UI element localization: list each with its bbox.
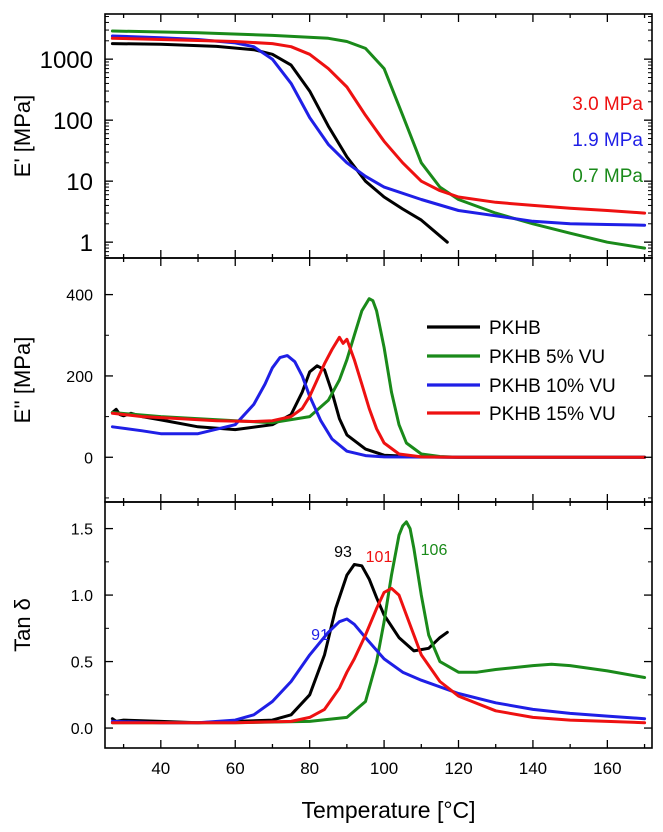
x-tick-label: 160 [593,759,621,778]
series-line-pkhb [110,42,449,244]
x-tick-label: 100 [370,759,398,778]
x-axis-label: Temperature [°C] [301,797,475,823]
legend-label: PKHB 5% VU [489,347,605,368]
y-tick-label: 1.0 [71,588,93,605]
series-line-pkhb-5-vu [110,297,647,459]
loss-modulus-panel: 0 200 400 E'' [MPa] PKHB PKHB 5% VU PKHB 10% V… [10,257,653,503]
modulus-annotation: 0.7 MPa [572,166,643,187]
y-tick-label: 10 [66,169,93,196]
series-line-pkhb-15-vu [110,335,647,459]
modulus-annotation: 1.9 MPa [572,130,643,151]
y-tick-label: 1 [80,230,93,257]
y-tick-label: 1000 [40,47,93,74]
series-line-pkhb-10-vu [110,617,647,725]
y-tick-label: 200 [66,369,93,386]
y-tick-label: 1.5 [71,522,93,539]
series-line-pkhb-5-vu [110,520,647,725]
y-tick-label: 400 [66,288,93,305]
x-tick-label: 140 [519,759,547,778]
x-tick-label: 60 [226,759,245,778]
y-axis-label: E'' [MPa] [10,337,35,424]
plot-frame [104,501,653,749]
peak-temperature-label: 93 [334,544,352,561]
y-axis-label: Tan δ [10,598,35,652]
series-line-pkhb-10-vu [110,354,647,459]
modulus-annotation: 3.0 MPa [572,94,643,115]
legend-label: PKHB 10% VU [489,376,616,397]
y-tick-label: 100 [53,108,93,135]
peak-temperature-label: 101 [366,549,393,566]
peak-temperature-label: 106 [421,542,448,559]
tan-delta-panel: 0.0 0.5 1.0 1.5 Tan δ 93 101 106 91 40 60 80 100 120 1… [10,501,653,823]
legend-label: PKHB 15% VU [489,404,616,425]
x-tick-label: 80 [300,759,319,778]
x-tick-label: 40 [151,759,170,778]
series-line-pkhb-15-vu [110,36,647,215]
series-line-pkhb-5-vu [110,29,647,250]
peak-temperature-label: 91 [311,627,329,644]
y-axis-label: E' [MPa] [10,95,35,177]
legend-label: PKHB [489,318,541,339]
series-line-pkhb-15-vu [110,586,647,725]
y-tick-label: 0.0 [71,721,93,738]
y-tick-label: 0.5 [71,655,93,672]
series-line-pkhb [110,563,449,725]
y-tick-label: 0 [84,450,93,467]
x-tick-label: 120 [444,759,472,778]
